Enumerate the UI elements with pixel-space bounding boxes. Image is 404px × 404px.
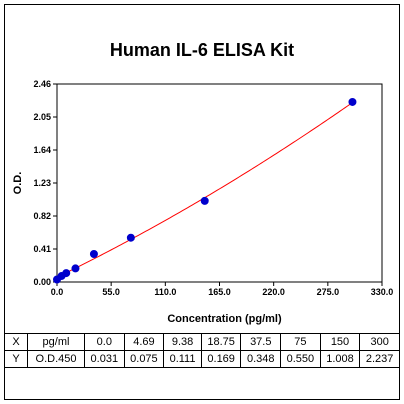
y-tick-label: 0.00: [33, 277, 51, 287]
table-cell: O.D.450: [27, 350, 85, 368]
data-point: [348, 97, 357, 106]
table-cell: 0.550: [280, 350, 321, 368]
table-cell: Y: [4, 350, 28, 368]
chart-title: Human IL-6 ELISA Kit: [109, 40, 295, 60]
x-tick-label: 55.0: [102, 287, 120, 297]
table-cell: 1.008: [319, 350, 361, 368]
y-tick-label: 2.46: [33, 79, 51, 89]
x-tick-label: 110.0: [154, 287, 176, 297]
data-table: X pg/ml 0.0 4.69 9.38 18.75 37.5 75 150 …: [4, 333, 400, 368]
fit-curve: [56, 102, 353, 278]
table-cell: 0.111: [163, 350, 202, 368]
y-tick-label: 0.82: [33, 211, 51, 221]
x-axis-label: Concentration (pg/ml): [167, 313, 282, 325]
data-point: [89, 249, 98, 258]
table-cell: 0.169: [200, 350, 242, 368]
table-cell: 0.075: [123, 350, 165, 368]
table-cell: 0.031: [84, 350, 125, 368]
table-cell: 2.237: [359, 350, 400, 368]
table-row-x: X pg/ml 0.0 4.69 9.38 18.75 37.5 75 150 …: [4, 333, 400, 351]
x-tick-label: 165.0: [208, 287, 231, 297]
table-row-y: Y O.D.450 0.031 0.075 0.111 0.169 0.348 …: [4, 350, 400, 368]
table-cell: 9.38: [163, 333, 202, 351]
data-point: [200, 196, 209, 205]
table-cell: 37.5: [240, 333, 282, 351]
x-tick-label: 220.0: [262, 287, 285, 297]
data-point: [126, 233, 135, 242]
table-cell: X: [4, 333, 28, 351]
table-cell: pg/ml: [27, 333, 85, 351]
table-cell: 150: [319, 333, 361, 351]
table-cell: 0.348: [240, 350, 282, 368]
table-cell: 0.0: [84, 333, 125, 351]
table-cell: 300: [359, 333, 400, 351]
y-tick-label: 0.41: [33, 244, 51, 254]
table-cell: 4.69: [123, 333, 165, 351]
y-tick-label: 2.05: [33, 112, 51, 122]
data-point: [71, 264, 80, 273]
y-tick-label: 1.64: [33, 145, 51, 155]
table-cell: 75: [280, 333, 321, 351]
x-tick-label: 330.0: [371, 287, 394, 297]
x-tick-label: 0.0: [51, 287, 64, 297]
y-axis-label: O.D.: [12, 172, 24, 195]
table-cell: 18.75: [200, 333, 242, 351]
x-tick-label: 275.0: [317, 287, 340, 297]
data-point: [62, 269, 71, 278]
y-tick-label: 1.23: [33, 178, 51, 188]
